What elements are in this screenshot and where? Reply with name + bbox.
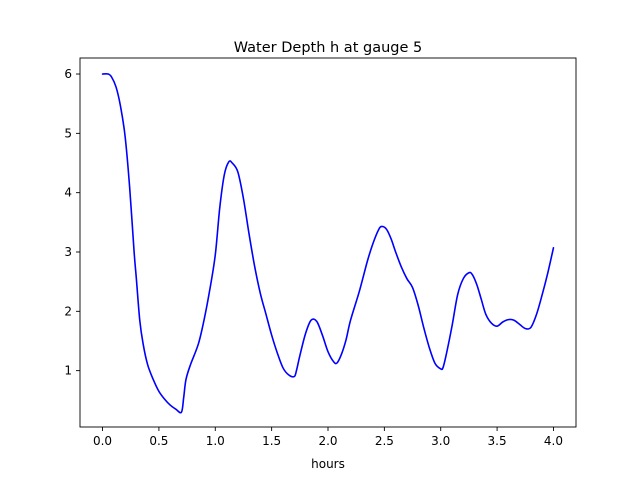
- x-tick-label: 3.5: [488, 434, 507, 448]
- x-tick-label: 0.0: [93, 434, 112, 448]
- x-tick-label: 3.0: [431, 434, 450, 448]
- series-line: [101, 73, 555, 414]
- x-tick-label: 4.0: [544, 434, 563, 448]
- y-tick-label: 3: [64, 245, 72, 259]
- x-axis-ticks: 0.0 0.5 1.0 1.5 2.0 2.5 3.0 3.5 4.0: [93, 427, 563, 448]
- plot-area: [101, 73, 555, 414]
- chart-title: Water Depth h at gauge 5: [234, 40, 422, 56]
- x-axis-label: hours: [311, 457, 345, 471]
- x-tick-label: 2.0: [318, 434, 337, 448]
- x-tick-label: 0.5: [149, 434, 168, 448]
- y-tick-label: 5: [64, 126, 72, 140]
- x-tick-label: 1.5: [262, 434, 281, 448]
- y-tick-label: 6: [64, 67, 72, 81]
- y-tick-label: 2: [64, 304, 72, 318]
- y-axis-ticks: 1 2 3 4 5 6: [64, 67, 80, 378]
- y-tick-label: 4: [64, 186, 72, 200]
- x-tick-label: 1.0: [206, 434, 225, 448]
- x-tick-label: 2.5: [375, 434, 394, 448]
- y-tick-label: 1: [64, 364, 72, 378]
